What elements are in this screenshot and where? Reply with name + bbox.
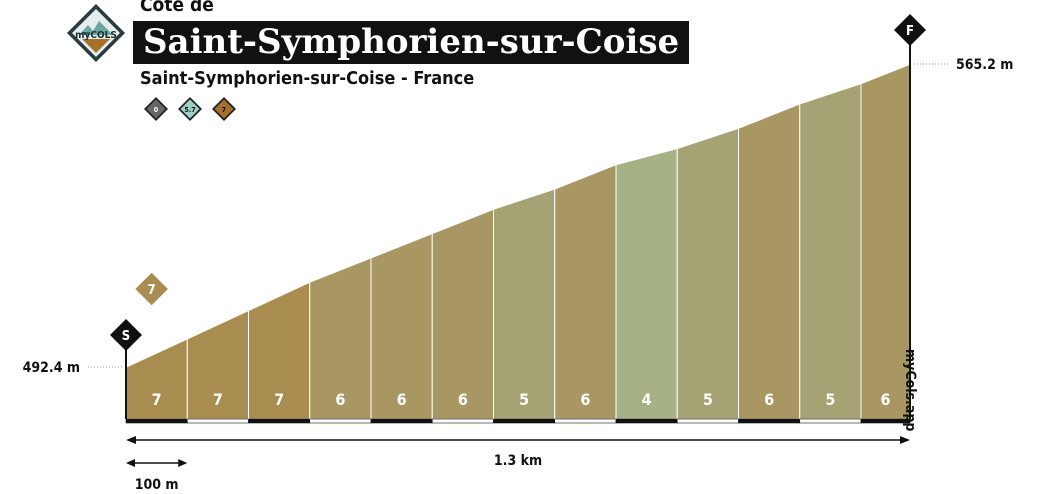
finish-marker bbox=[894, 14, 926, 46]
total-distance-label: 1.3 km bbox=[494, 453, 542, 469]
page-title: Saint-Symphorien-sur-Coise bbox=[133, 21, 690, 64]
scale-head-right bbox=[178, 459, 188, 467]
scale-head-left bbox=[126, 459, 135, 467]
segment-gradient-label: 6 bbox=[335, 390, 345, 409]
start-elevation-label: 492.4 m bbox=[23, 360, 80, 376]
distance-scale-bar bbox=[125, 418, 188, 424]
profile-segment bbox=[493, 188, 556, 420]
segment-gradient-label: 6 bbox=[458, 390, 468, 409]
svg-text:7: 7 bbox=[222, 106, 226, 114]
distance-scale-bar bbox=[738, 418, 801, 424]
distance-scale-bar bbox=[186, 418, 249, 424]
distance-scale-bar bbox=[615, 418, 678, 424]
segment-gradient-label: 5 bbox=[519, 390, 529, 409]
location-label: Saint-Symphorien-sur-Coise - France bbox=[140, 68, 475, 89]
difficulty-badge: 0 bbox=[143, 96, 169, 122]
mycols-logo: my myCOLS bbox=[66, 3, 126, 63]
difficulty-badge: 5.7 bbox=[177, 96, 203, 122]
distance-scale-bar bbox=[370, 418, 433, 424]
difficulty-badge: 7 bbox=[211, 96, 237, 122]
segment-gradient-label: 6 bbox=[580, 390, 590, 409]
arrow-head-right bbox=[900, 436, 910, 444]
start-marker-label: S bbox=[122, 329, 130, 344]
segment-gradient-label: 6 bbox=[397, 390, 407, 409]
climb-type-label: Cote de bbox=[140, 0, 214, 16]
finish-elevation-label: 565.2 m bbox=[956, 57, 1013, 73]
segment-gradient-label: 4 bbox=[642, 390, 652, 409]
segment-gradient-label: 6 bbox=[880, 390, 890, 409]
watermark: myCols.app bbox=[902, 349, 918, 432]
profile-segment bbox=[431, 208, 494, 420]
segment-gradient-label: 5 bbox=[703, 390, 713, 409]
distance-scale-bar bbox=[431, 418, 494, 424]
segment-gradient-label: 7 bbox=[152, 390, 162, 409]
arrow-head-left bbox=[126, 436, 136, 444]
max-gradient-marker bbox=[133, 271, 170, 307]
distance-scale-bar bbox=[554, 418, 617, 424]
svg-text:myCOLS: myCOLS bbox=[75, 30, 117, 41]
segment-gradient-label: 6 bbox=[764, 390, 774, 409]
segment-gradient-label: 7 bbox=[274, 390, 284, 409]
distance-scale-bar bbox=[799, 418, 862, 424]
segment-gradient-label: 7 bbox=[213, 390, 223, 409]
profile-segment bbox=[554, 163, 617, 420]
distance-scale-bar bbox=[309, 418, 372, 424]
profile-segment bbox=[799, 82, 862, 420]
distance-scale-bar bbox=[676, 418, 739, 424]
svg-text:0: 0 bbox=[154, 106, 159, 114]
distance-scale-bar bbox=[493, 418, 556, 424]
profile-segment bbox=[615, 147, 678, 420]
max-gradient-label: 7 bbox=[148, 283, 156, 298]
svg-text:my: my bbox=[82, 31, 90, 37]
start-marker bbox=[110, 319, 142, 351]
svg-text:5.7: 5.7 bbox=[184, 106, 195, 114]
distance-scale-bar bbox=[860, 418, 911, 424]
finish-marker-label: F bbox=[906, 24, 914, 39]
distance-scale-bar bbox=[248, 418, 311, 424]
scale-label: 100 m bbox=[135, 477, 179, 493]
profile-segment bbox=[676, 127, 739, 420]
segment-gradient-label: 5 bbox=[825, 390, 835, 409]
profile-segment bbox=[738, 102, 801, 420]
profile-outline bbox=[125, 63, 911, 368]
